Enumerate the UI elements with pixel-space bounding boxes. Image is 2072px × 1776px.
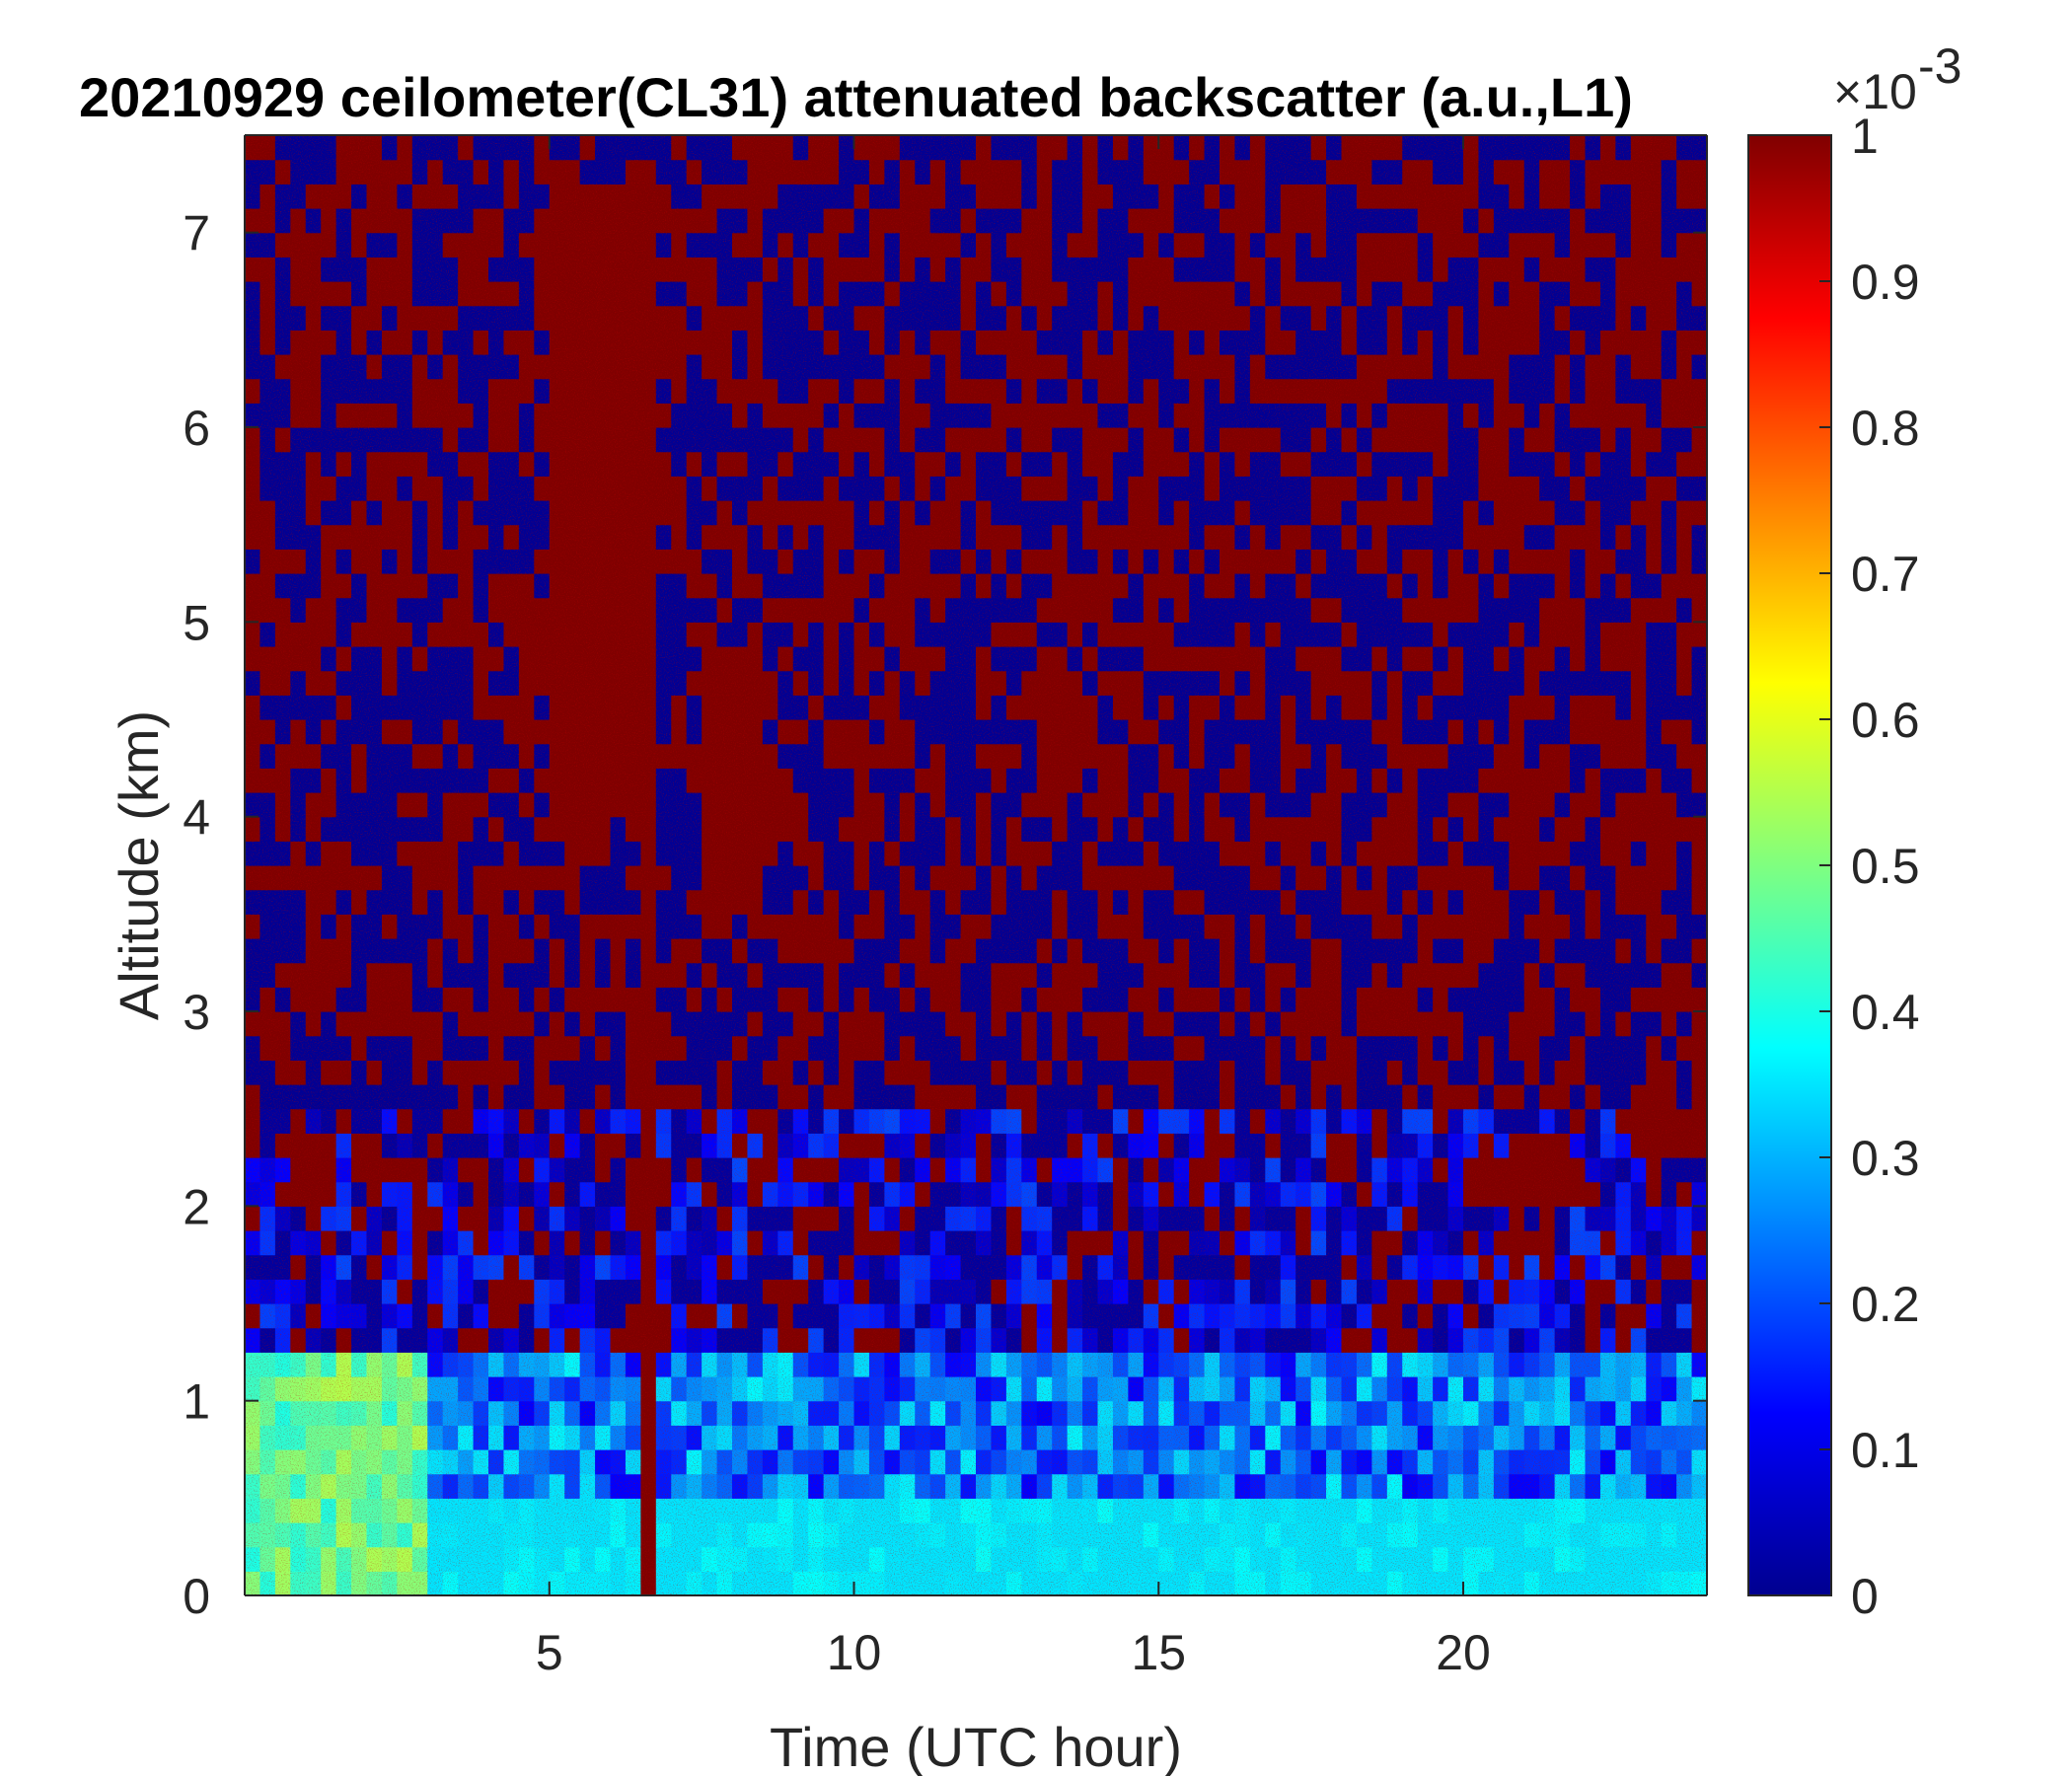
heatmap-plot-area bbox=[245, 135, 1708, 1596]
chart-title: 20210929 ceilometer(CL31) attenuated bac… bbox=[79, 66, 1633, 128]
